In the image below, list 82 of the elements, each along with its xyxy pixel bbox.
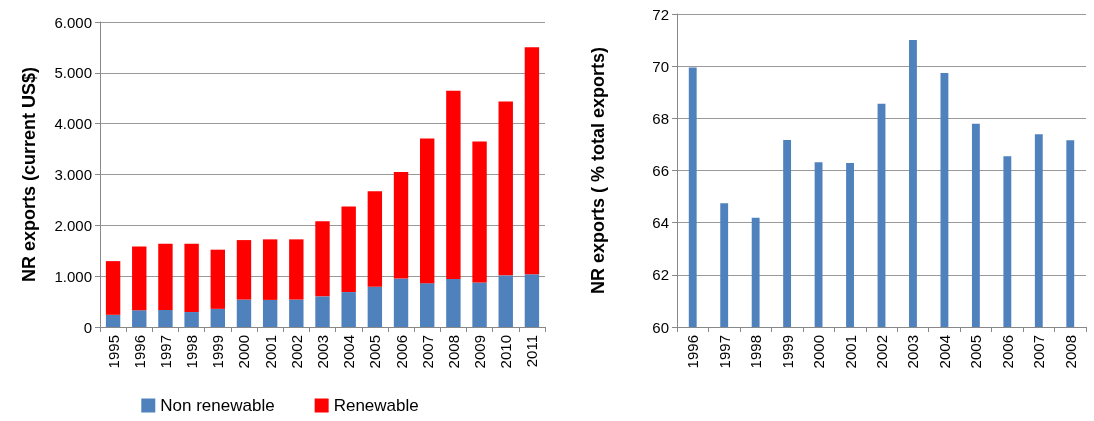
x-tick-label: 2002 — [287, 335, 305, 369]
y-tick-label: 0 — [83, 318, 92, 336]
bar — [393, 278, 409, 327]
legend-label: Non renewable — [160, 396, 275, 415]
y-tick-label: 5.000 — [54, 64, 92, 82]
bar — [105, 314, 121, 327]
y-tick-label: 3.000 — [54, 166, 92, 183]
bar — [236, 240, 252, 300]
x-tick-label: 2005 — [366, 335, 384, 369]
x-tick-label: 2004 — [340, 335, 358, 369]
y-axis-title: NR exports (current US$) — [19, 66, 39, 283]
bar — [289, 299, 304, 327]
x-tick-label: 1999 — [209, 335, 227, 369]
x-tick-label: 2000 — [810, 335, 828, 369]
x-tick-label: 1996 — [684, 335, 702, 369]
legend-label: Renewable — [333, 396, 419, 415]
y-tick-label: 60 — [652, 318, 669, 336]
y-tick-label: 2.000 — [54, 216, 92, 234]
bar — [420, 283, 435, 327]
x-tick-label: 1998 — [183, 335, 201, 369]
bar — [472, 141, 487, 283]
x-tick-label: 1999 — [778, 335, 796, 369]
x-tick-label: 2008 — [444, 335, 462, 369]
y-tick-label: 62 — [652, 266, 669, 284]
x-tick-label: 1998 — [747, 335, 765, 369]
bar — [262, 299, 278, 327]
bar — [472, 282, 487, 327]
bar — [289, 239, 304, 300]
y-tick-label: 1.000 — [54, 267, 92, 285]
y-tick-label: 6.000 — [54, 13, 92, 31]
x-tick-label: 2007 — [418, 335, 436, 369]
x-tick-label: 2009 — [471, 335, 489, 369]
x-tick-label: 1997 — [715, 335, 733, 369]
bar — [341, 206, 356, 293]
x-tick-label: 1996 — [130, 335, 148, 369]
bar — [446, 90, 461, 279]
y-tick-label: 4.000 — [54, 115, 92, 133]
bar — [524, 274, 540, 327]
bar — [367, 286, 383, 327]
bar — [236, 299, 252, 327]
bar — [498, 275, 513, 327]
x-tick-label: 2003 — [904, 335, 922, 369]
x-tick-label: 2011 — [523, 335, 541, 368]
x-tick-label: 2006 — [998, 335, 1016, 369]
bar — [341, 292, 356, 327]
y-axis-title: NR exports ( % total exports) — [588, 46, 608, 295]
bar — [105, 261, 121, 315]
x-tick-label: 2004 — [935, 335, 953, 369]
bar — [132, 310, 147, 327]
bar — [446, 278, 461, 327]
bar — [393, 172, 409, 279]
bar — [184, 312, 199, 327]
bar — [210, 308, 225, 327]
x-tick-label: 2005 — [967, 335, 985, 369]
bar — [132, 246, 147, 311]
bar — [210, 249, 225, 309]
bar — [420, 138, 435, 284]
x-tick-label: 2001 — [261, 335, 279, 369]
x-tick-label: 2007 — [1030, 335, 1048, 369]
x-tick-label: 2000 — [235, 335, 253, 369]
x-tick-label: 1997 — [156, 335, 174, 369]
x-tick-label: 2006 — [392, 335, 410, 369]
bar — [184, 243, 199, 313]
bar — [158, 309, 173, 327]
y-tick-label: 72 — [652, 5, 669, 23]
bar — [498, 101, 513, 276]
y-tick-label: 68 — [652, 109, 669, 127]
bar — [262, 239, 278, 300]
x-tick-label: 2008 — [1061, 335, 1079, 369]
bar — [158, 243, 173, 310]
y-tick-label: 66 — [652, 162, 669, 179]
y-tick-label: 70 — [652, 57, 669, 75]
bar — [524, 47, 540, 275]
bar — [315, 221, 330, 297]
x-tick-label: 2002 — [873, 335, 890, 369]
y-tick-label: 64 — [652, 214, 669, 232]
bar — [367, 191, 383, 287]
bar — [315, 296, 330, 327]
x-tick-label: 2010 — [497, 335, 515, 369]
x-tick-label: 2001 — [841, 335, 859, 369]
x-tick-label: 2003 — [314, 335, 331, 369]
x-tick-label: 1995 — [104, 335, 122, 369]
